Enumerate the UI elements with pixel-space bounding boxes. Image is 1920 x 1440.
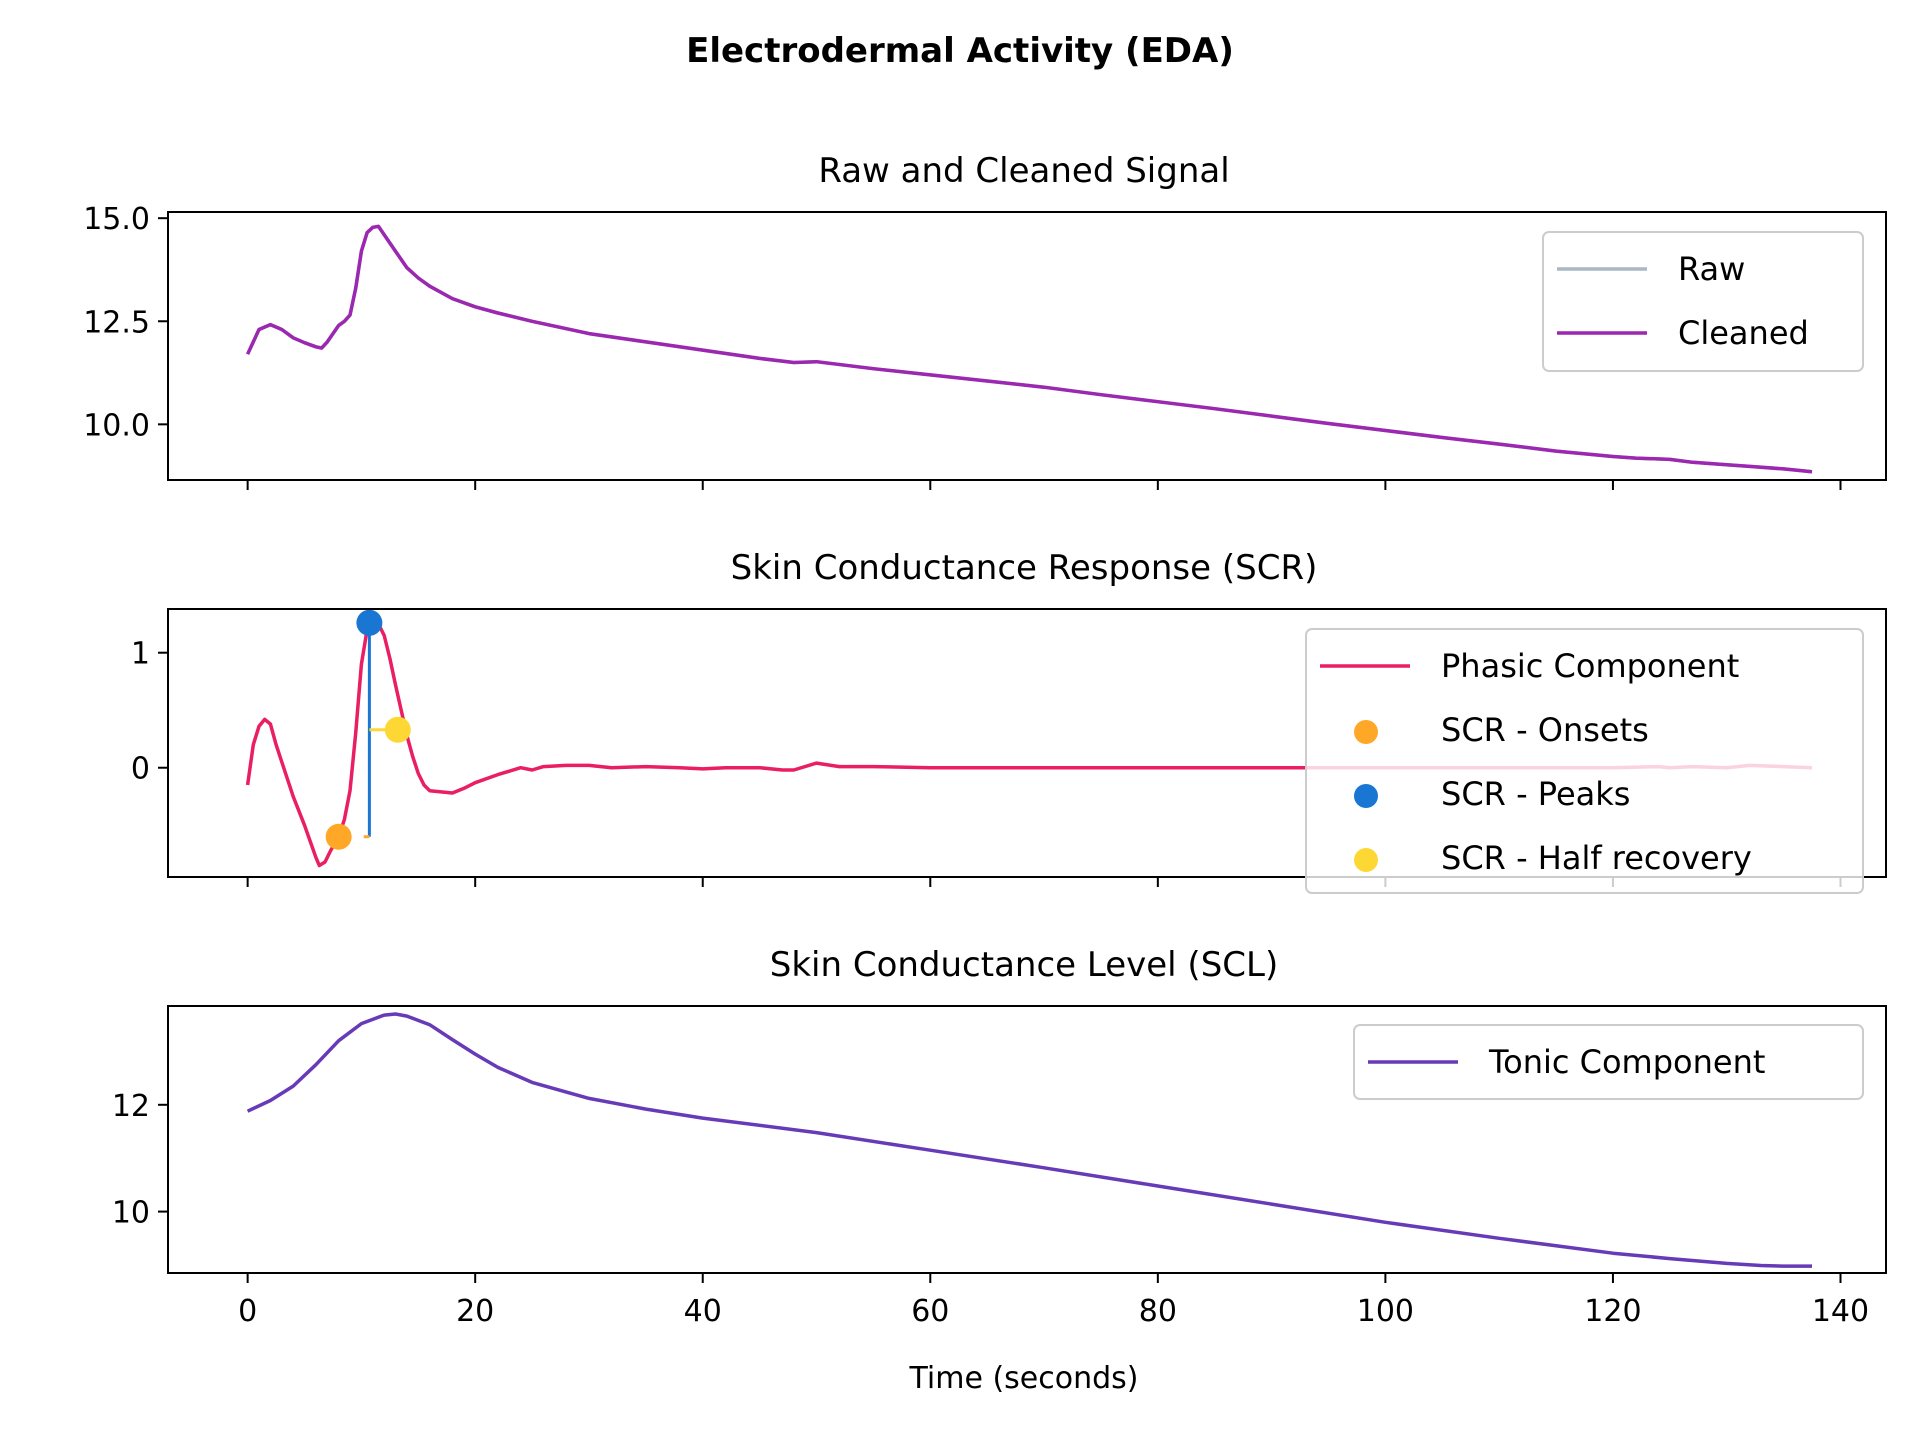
x-tick-label: 120 — [1584, 1294, 1641, 1329]
scl-panel: Skin Conductance Level (SCL) 0 20 40 60 80 10… — [112, 945, 1887, 1329]
series-point-scr-half-recovery — [384, 716, 411, 743]
x-tick-label: 40 — [684, 1294, 722, 1329]
plot-area — [246, 1012, 1812, 1268]
legend-marker-scr-peaks — [1354, 784, 1378, 808]
legend-marker-scr-half-recovery — [1354, 848, 1378, 872]
y-tick-label: 15.0 — [83, 202, 150, 237]
legend-label-scr-peaks: SCR - Peaks — [1441, 775, 1630, 813]
x-axis-label: Time (seconds) — [909, 1361, 1139, 1396]
legend-label-cleaned: Cleaned — [1678, 314, 1809, 352]
x-tick-label: 20 — [456, 1294, 494, 1329]
scr-panel: Skin Conductance Response (SCR) 0 1 Phasic… — [131, 548, 1887, 894]
figure-title: Electrodermal Activity (EDA) — [686, 31, 1234, 71]
x-tick-label: 60 — [911, 1294, 949, 1329]
series-line-phasic-component — [245, 621, 1813, 868]
legend-label-scr-half-recovery: SCR - Half recovery — [1441, 839, 1752, 877]
series-point-scr-peaks — [356, 609, 383, 636]
series-point-scr-onsets — [325, 823, 352, 850]
x-tick-label: 100 — [1357, 1294, 1414, 1329]
axes-frame — [167, 1005, 1887, 1274]
axes-frame — [167, 608, 1887, 878]
y-tick-label: 12.5 — [83, 305, 150, 340]
x-tick-label: 0 — [238, 1294, 257, 1329]
legend-label-raw: Raw — [1678, 250, 1745, 288]
legend-box — [1353, 1024, 1864, 1100]
legend: Tonic Component — [1353, 1024, 1864, 1100]
y-tick-label: 1 — [131, 637, 150, 672]
legend: Raw Cleaned — [1542, 231, 1864, 372]
legend-label-tonic-component: Tonic Component — [1488, 1043, 1765, 1081]
raw-cleaned-panel: Raw and Cleaned Signal 10.0 12.5 15.0 Raw Cl… — [83, 151, 1887, 490]
y-tick-label: 10 — [112, 1196, 150, 1231]
series-line-tonic-component — [246, 1012, 1812, 1268]
series-line-cleaned — [246, 224, 1813, 474]
axes-frame — [167, 211, 1887, 481]
legend-label-scr-onsets: SCR - Onsets — [1441, 711, 1649, 749]
legend-box — [1305, 628, 1864, 894]
y-tick-label: 10.0 — [83, 408, 150, 443]
legend-marker-scr-onsets — [1354, 720, 1378, 744]
x-tick-label: 80 — [1139, 1294, 1177, 1329]
y-tick-label: 0 — [131, 752, 150, 787]
legend-box — [1542, 231, 1864, 372]
panel-title: Skin Conductance Response (SCR) — [731, 548, 1318, 588]
panel-title: Skin Conductance Level (SCL) — [770, 945, 1278, 985]
plot-area — [246, 224, 1813, 474]
plot-area — [245, 621, 1813, 868]
y-tick-label: 12 — [112, 1089, 150, 1124]
x-tick-label: 140 — [1812, 1294, 1869, 1329]
legend-label-phasic-component: Phasic Component — [1441, 647, 1739, 685]
legend: Phasic Component SCR - Onsets SCR - Peaks S… — [1305, 628, 1864, 894]
panel-title: Raw and Cleaned Signal — [818, 151, 1229, 191]
